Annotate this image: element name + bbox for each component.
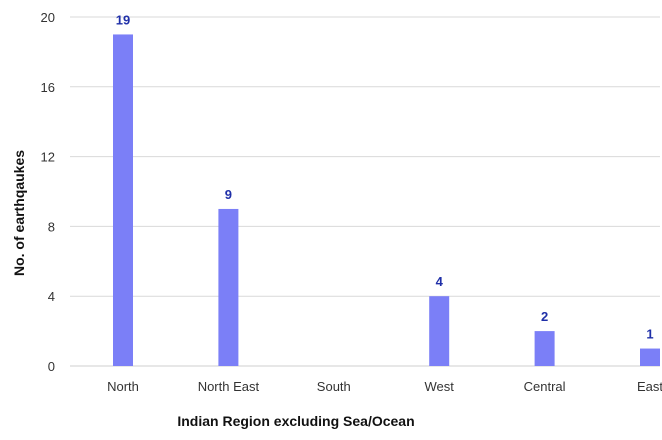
y-axis-title: No. of earthqaukes: [11, 150, 27, 276]
data-label: 19: [116, 12, 130, 27]
x-category-label: West: [425, 379, 455, 394]
x-category-label: North: [107, 379, 139, 394]
x-category-label: Central: [524, 379, 566, 394]
bar: [534, 331, 555, 366]
x-category-label: North East: [198, 379, 260, 394]
x-axis-categories: North North East South West Central East: [107, 379, 662, 394]
x-category-label: East: [637, 379, 662, 394]
y-tick-label: 12: [41, 150, 55, 165]
bar: [429, 296, 450, 366]
x-axis-title: Indian Region excluding Sea/Ocean: [177, 413, 414, 429]
y-tick-label: 16: [41, 80, 55, 95]
bar: [218, 208, 239, 366]
data-label: 1: [646, 327, 653, 342]
bar: [640, 348, 660, 366]
y-axis-ticks: 0 4 8 12 16 20: [41, 10, 55, 374]
y-tick-label: 0: [48, 359, 55, 374]
data-label: 9: [225, 187, 232, 202]
data-label: 2: [541, 309, 548, 324]
data-labels: 19 9 4 2 1: [116, 12, 654, 341]
data-label: 4: [436, 274, 444, 289]
bars: [113, 34, 660, 366]
y-tick-label: 20: [41, 10, 55, 25]
x-category-label: South: [317, 379, 351, 394]
y-tick-label: 8: [48, 219, 55, 234]
y-tick-label: 4: [48, 289, 55, 304]
gridlines: [70, 16, 660, 367]
bar: [113, 34, 133, 366]
